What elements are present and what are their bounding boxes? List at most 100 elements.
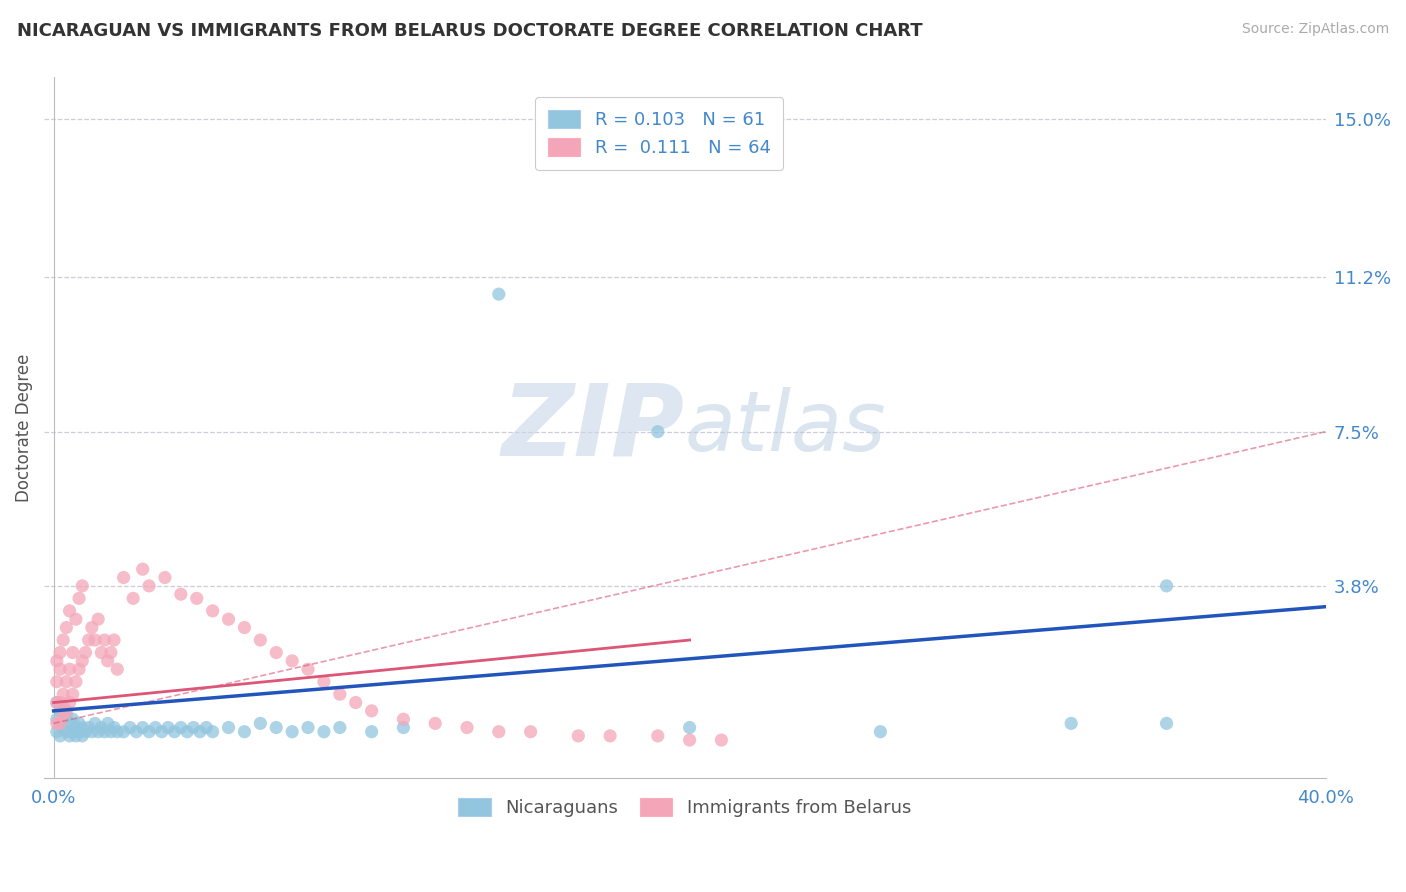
Point	[58, 729, 80, 743]
Point	[80, 724, 103, 739]
Point	[62, 724, 84, 739]
Point	[112, 724, 135, 739]
Point	[249, 716, 271, 731]
Point	[49, 716, 72, 731]
Point	[77, 633, 100, 648]
Point	[118, 721, 141, 735]
Point	[105, 662, 128, 676]
Point	[52, 687, 75, 701]
Point	[45, 696, 67, 710]
Point	[138, 724, 160, 739]
Point	[45, 696, 67, 710]
Point	[97, 716, 120, 731]
Text: Source: ZipAtlas.com: Source: ZipAtlas.com	[1241, 22, 1389, 37]
Point	[131, 562, 153, 576]
Point	[90, 646, 112, 660]
Point	[97, 654, 120, 668]
Point	[67, 591, 90, 606]
Text: ZIP: ZIP	[502, 379, 685, 476]
Point	[183, 721, 205, 735]
Point	[49, 729, 72, 743]
Point	[201, 724, 224, 739]
Point	[52, 708, 75, 723]
Point	[72, 729, 94, 743]
Point	[45, 724, 67, 739]
Point	[195, 721, 218, 735]
Point	[329, 687, 352, 701]
Point	[58, 604, 80, 618]
Point	[329, 721, 352, 735]
Point	[105, 724, 128, 739]
Point	[176, 724, 198, 739]
Point	[264, 646, 287, 660]
Point	[1060, 716, 1083, 731]
Point	[67, 662, 90, 676]
Point	[456, 721, 478, 735]
Point	[45, 674, 67, 689]
Point	[297, 662, 319, 676]
Text: atlas: atlas	[685, 387, 886, 468]
Point	[90, 721, 112, 735]
Point	[52, 633, 75, 648]
Point	[75, 646, 97, 660]
Point	[233, 621, 256, 635]
Point	[201, 604, 224, 618]
Point	[72, 721, 94, 735]
Point	[145, 721, 167, 735]
Text: NICARAGUAN VS IMMIGRANTS FROM BELARUS DOCTORATE DEGREE CORRELATION CHART: NICARAGUAN VS IMMIGRANTS FROM BELARUS DO…	[17, 22, 922, 40]
Point	[249, 633, 271, 648]
Point	[84, 633, 107, 648]
Point	[678, 733, 700, 747]
Point	[55, 704, 77, 718]
Point	[150, 724, 173, 739]
Point	[58, 662, 80, 676]
Point	[360, 704, 382, 718]
Point	[55, 621, 77, 635]
Point	[153, 570, 176, 584]
Point	[647, 729, 669, 743]
Point	[103, 633, 125, 648]
Point	[87, 612, 110, 626]
Point	[869, 724, 891, 739]
Point	[157, 721, 180, 735]
Point	[58, 716, 80, 731]
Point	[84, 716, 107, 731]
Point	[188, 724, 211, 739]
Point	[678, 721, 700, 735]
Point	[100, 646, 122, 660]
Point	[77, 721, 100, 735]
Point	[49, 646, 72, 660]
Legend: Nicaraguans, Immigrants from Belarus: Nicaraguans, Immigrants from Belarus	[451, 790, 918, 824]
Point	[567, 729, 589, 743]
Point	[392, 721, 415, 735]
Point	[488, 724, 510, 739]
Point	[233, 724, 256, 739]
Point	[49, 662, 72, 676]
Point	[392, 712, 415, 726]
Point	[710, 733, 733, 747]
Point	[80, 621, 103, 635]
Point	[45, 712, 67, 726]
Point	[281, 724, 304, 739]
Point	[93, 724, 115, 739]
Point	[72, 654, 94, 668]
Point	[93, 633, 115, 648]
Point	[75, 724, 97, 739]
Point	[67, 724, 90, 739]
Point	[360, 724, 382, 739]
Point	[52, 721, 75, 735]
Point	[170, 587, 193, 601]
Point	[62, 712, 84, 726]
Point	[488, 287, 510, 301]
Point	[344, 696, 367, 710]
Point	[599, 729, 621, 743]
Point	[281, 654, 304, 668]
Point	[186, 591, 208, 606]
Point	[87, 724, 110, 739]
Point	[67, 716, 90, 731]
Point	[55, 724, 77, 739]
Point	[125, 724, 148, 739]
Point	[58, 696, 80, 710]
Point	[1156, 716, 1178, 731]
Point	[138, 579, 160, 593]
